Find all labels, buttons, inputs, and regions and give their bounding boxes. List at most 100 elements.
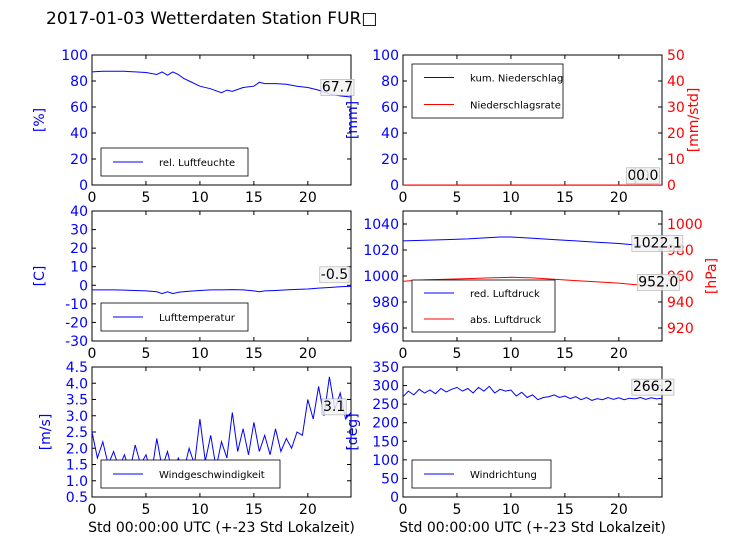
legend-label: abs. Luftdruck [470, 315, 541, 326]
x-tick-label: 0 [399, 190, 408, 206]
y-tick-label: 1000 [363, 269, 399, 285]
y-tick-label: 350 [372, 360, 399, 376]
y-tick-label: -10 [65, 297, 88, 313]
y-tick-label: 40 [381, 126, 399, 142]
y-tick-label: 0 [79, 178, 88, 194]
x-tick-label: 20 [299, 190, 317, 206]
legend: kum. Niederschlag Niederschlagsrate [411, 63, 564, 119]
x-tick-label: 15 [556, 502, 574, 518]
series-line [92, 70, 351, 98]
y-tick-label: 40 [70, 126, 88, 142]
x-axis-label: Std 00:00:00 UTC (+-23 Std Lokalzeit) [88, 520, 355, 536]
legend: Lufttemperatur [100, 302, 249, 332]
plot-frame [91, 54, 352, 186]
x-tick-label: 15 [245, 502, 263, 518]
series-line [403, 385, 662, 401]
series-line [92, 285, 351, 295]
x-tick-label: 10 [502, 346, 520, 362]
y-tick-label: 1020 [363, 243, 399, 259]
plot-frame [91, 210, 352, 342]
series-line [92, 376, 351, 477]
x-tick-label: 10 [502, 502, 520, 518]
x-tick-label: 10 [191, 190, 209, 206]
series-group [92, 70, 351, 98]
y-axis-label: [deg] [345, 413, 361, 450]
y-tick-label: 20 [70, 152, 88, 168]
plot-frame [402, 366, 663, 498]
panel-temperature: 0 5 10 15 20 -30 -20 -10 0 10 20 30 40 [C] Lufttempera… [32, 204, 352, 362]
x-tick-label: 15 [245, 190, 263, 206]
value-annotation-box [321, 398, 347, 416]
y-tick-label: 3.5 [66, 393, 88, 409]
value-annotation: 67.7 [322, 79, 353, 95]
y-tick-label: 10 [70, 260, 88, 276]
x-tick-label: 0 [399, 502, 408, 518]
x-tick-label: 5 [141, 190, 150, 206]
legend: Windgeschwindigkeit [100, 459, 281, 489]
y2-tick-label: 920 [667, 321, 694, 337]
x-tick-label: 20 [299, 346, 317, 362]
y-tick-label: 2.5 [66, 425, 88, 441]
series-group [403, 385, 662, 401]
x-tick-label: 10 [191, 346, 209, 362]
y-tick-label: 4.0 [66, 376, 88, 392]
panel-humidity: 0 5 10 15 20 0 20 40 60 80 100 [%] rel. Luftfeuchte 6… [32, 48, 355, 206]
y-axis-label: [mm] [345, 101, 361, 139]
value-annotation: 1022.1 [633, 235, 682, 251]
series-line [403, 276, 662, 287]
legend-box [411, 63, 564, 119]
x-tick-label: 0 [399, 346, 408, 362]
y-axis-label: [C] [32, 266, 48, 287]
legend: rel. Luftfeuchte [100, 147, 249, 177]
y-tick-label: 80 [70, 74, 88, 90]
value-annotation-box [319, 266, 350, 284]
value-annotation-box [631, 378, 675, 396]
value-annotation-box [634, 167, 660, 185]
y-tick-label: 100 [61, 48, 88, 64]
panel-pressure: 0510152096098010001020104092094096098010… [363, 210, 720, 362]
legend-label: Lufttemperatur [159, 313, 236, 324]
y-tick-label: 150 [372, 434, 399, 450]
y2-tick-label: 940 [667, 295, 694, 311]
panel-precipitation: 0 5 10 15 20 0 20 40 60 80 100 0 10 20 30 40 50 [mm] [mm/s… [345, 48, 702, 206]
series-group [92, 285, 351, 295]
series-line [403, 236, 662, 248]
legend-label: rel. Luftfeuchte [159, 158, 235, 169]
y-tick-label: 0 [390, 490, 399, 506]
x-tick-label: 15 [245, 346, 263, 362]
page-title: 2017-01-03 Wetterdaten Station FUR□ [46, 9, 378, 29]
x-tick-label: 15 [556, 190, 574, 206]
y-tick-label: 100 [372, 48, 399, 64]
x-tick-label: 10 [502, 190, 520, 206]
y-tick-label: 2.0 [66, 441, 88, 457]
y-tick-label: 40 [70, 204, 88, 220]
y2-axis-label: [mm/std] [686, 88, 702, 153]
value-annotation: 0.0 [636, 168, 658, 184]
x-tick-label: 20 [299, 502, 317, 518]
value-annotation: -0.5 [321, 267, 348, 283]
panel-wind-speed: 0 5 10 15 20 0.51.01.52.02.53.03.54.04.5 [m/s]… [38, 360, 355, 536]
series-group [92, 376, 351, 477]
y-tick-label: 100 [372, 453, 399, 469]
legend: Windrichtung [411, 459, 552, 489]
y-tick-label: 250 [372, 397, 399, 413]
y-axis-label: [%] [32, 108, 48, 132]
y-tick-label: 50 [381, 471, 399, 487]
legend-box [411, 279, 556, 333]
x-tick-label: 0 [88, 502, 97, 518]
y-tick-label: 4.5 [66, 360, 88, 376]
y-tick-label: 300 [372, 379, 399, 395]
y2-tick-label: 40 [667, 74, 685, 90]
legend: red. Luftdruck abs. Luftdruck [411, 279, 556, 333]
y-tick-label: 3.0 [66, 409, 88, 425]
y-tick-label: 980 [372, 295, 399, 311]
y-tick-label: 20 [381, 152, 399, 168]
y2-axis-label: [hPa] [704, 258, 720, 294]
y-tick-label: 60 [70, 100, 88, 116]
y-tick-label: 0 [390, 178, 399, 194]
value-annotation: 3.1 [323, 399, 345, 415]
y-tick-label: 30 [70, 223, 88, 239]
y-axis-label: [m/s] [38, 414, 54, 451]
